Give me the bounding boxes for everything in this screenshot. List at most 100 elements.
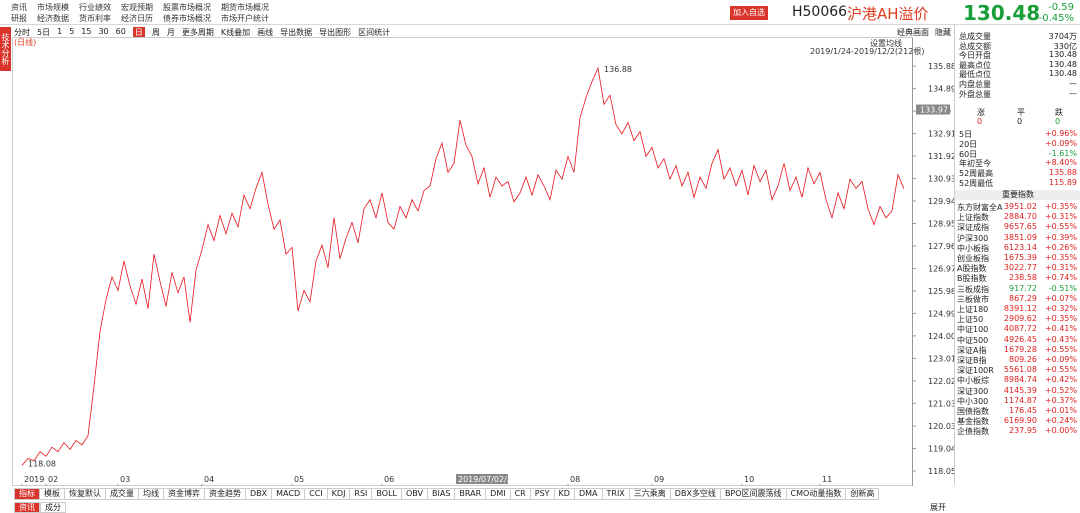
index-name: 国债指数	[957, 407, 989, 416]
index-change: +0.35%	[1044, 202, 1077, 211]
menu-item[interactable]: 资讯	[11, 3, 27, 12]
indicator-tab[interactable]: 资金博弈	[164, 488, 205, 500]
indicator-tab[interactable]: BOLL	[372, 488, 402, 500]
index-change: +0.43%	[1044, 334, 1077, 344]
expand-button[interactable]: 展开	[930, 503, 946, 512]
index-change: +0.42%	[1044, 375, 1077, 385]
index-header: 重要指数	[955, 190, 1080, 200]
menu-item[interactable]: 市场规模	[37, 3, 69, 12]
toolbar-item[interactable]: 经典画面	[897, 28, 929, 37]
indicator-tab[interactable]: DMI	[486, 488, 511, 500]
index-name: 深证成指	[957, 223, 989, 233]
indicator-tab[interactable]: 指标	[14, 488, 40, 500]
indicator-tab[interactable]: PSY	[530, 488, 555, 500]
cursor-x-box	[456, 474, 508, 484]
stat-value: —	[1069, 79, 1077, 88]
change-pct: -0.45%	[1038, 13, 1074, 24]
menu-item[interactable]: 期货市场概况	[221, 3, 269, 12]
indicator-tab[interactable]: CMO动量指数	[786, 488, 847, 500]
low-label: 118.08	[28, 459, 56, 468]
menu-item[interactable]: 股票市场概况	[163, 3, 211, 12]
x-tick-label: 02	[48, 475, 58, 484]
index-name: 企债指数	[957, 427, 989, 437]
index-name: 深证B指	[957, 356, 987, 365]
indicator-tab[interactable]: 资金趋势	[205, 488, 246, 500]
breadth-value: 0	[1017, 117, 1023, 126]
x-tick-label: 09	[654, 475, 664, 484]
indicator-tab[interactable]: BPO区间震荡线	[720, 488, 787, 500]
index-value: 5561.08	[1003, 365, 1037, 375]
menu-item[interactable]: 市场开户统计	[221, 14, 269, 23]
x-tick-label: 04	[204, 475, 214, 484]
toolbar-item[interactable]: 5日	[37, 28, 51, 37]
x-tick-label: 08	[570, 475, 580, 484]
menu-item[interactable]: 宏观预期	[121, 3, 153, 12]
toolbar-item[interactable]: 1	[57, 27, 63, 36]
bottom-tab[interactable]: 资讯	[14, 502, 40, 513]
index-value: 809.26	[1009, 355, 1037, 364]
indicator-tab[interactable]: RSI	[350, 488, 373, 500]
toolbar-item[interactable]: K线叠加	[220, 28, 251, 37]
toolbar-right: 经典画面 隐藏	[897, 27, 951, 38]
menu-item[interactable]: 经济数据	[37, 14, 69, 23]
bottom-tab[interactable]: 成分	[40, 502, 66, 513]
indicator-tab[interactable]: BIAS	[428, 488, 456, 500]
menu-item[interactable]: 行业绩效	[79, 3, 111, 12]
y-tick-label: 126.97	[928, 264, 954, 273]
cursor-y-box	[916, 104, 950, 115]
breadth-label: 跌	[1055, 108, 1063, 117]
indicator-tab[interactable]: BRAR	[455, 488, 487, 500]
indicator-tab[interactable]: DBX多空线	[670, 488, 721, 500]
toolbar-item[interactable]: 画线	[257, 28, 274, 37]
toolbar-item[interactable]: 日	[132, 27, 145, 38]
indicator-tab[interactable]: DMA	[574, 488, 603, 500]
toolbar: 分时 5日 1 5 15 30 60 日周月更多周期 K线叠加 画线 导出数据 导出图形 区间统计	[14, 27, 390, 38]
indicator-tab[interactable]: 成交量	[106, 488, 139, 500]
indicator-tab[interactable]: MACD	[272, 488, 306, 500]
indicator-tab[interactable]: OBV	[401, 488, 428, 500]
indicator-tab[interactable]: 均线	[139, 488, 164, 500]
menu-item[interactable]: 研报	[11, 14, 27, 23]
toolbar-item[interactable]: 月	[166, 28, 175, 37]
menu-item[interactable]: 货币利率	[79, 14, 111, 23]
indicator-tab[interactable]: TRIX	[602, 488, 630, 500]
indicator-tab[interactable]: 模板	[40, 488, 65, 500]
indicator-tab[interactable]: KDJ	[327, 488, 351, 500]
index-change: +0.39%	[1044, 232, 1077, 242]
index-name: B股指数	[957, 274, 987, 284]
divider	[0, 24, 1080, 25]
security-name: 沪港AH溢价	[847, 5, 929, 23]
toolbar-item[interactable]: 15	[81, 27, 92, 36]
bottom-tabs: 资讯 成分	[14, 502, 66, 513]
toolbar-item[interactable]: 区间统计	[358, 28, 391, 37]
toolbar-item[interactable]: 导出图形	[319, 28, 352, 37]
indicator-tab[interactable]: CCI	[305, 488, 328, 500]
perf-label: 60日	[959, 149, 978, 159]
toolbar-item[interactable]: 30	[98, 27, 109, 36]
add-favorite-button[interactable]: 加入自选	[730, 6, 768, 20]
indicator-tab[interactable]: KD	[554, 488, 575, 500]
y-tick-label: 119.04	[928, 445, 954, 454]
toolbar-item[interactable]: 导出数据	[280, 28, 313, 37]
menu-item[interactable]: 经济日历	[121, 14, 153, 23]
indicator-tab[interactable]: 三六乘离	[629, 488, 671, 500]
toolbar-item[interactable]: 分时	[14, 28, 30, 37]
index-value: 6169.90	[1003, 416, 1037, 426]
index-value: 1679.28	[1003, 344, 1037, 354]
toolbar-item[interactable]: 隐藏	[935, 28, 951, 37]
indicator-tab[interactable]: 创新高	[846, 488, 880, 500]
indicator-tab[interactable]: 恢复默认	[65, 488, 106, 500]
side-tab[interactable]: 技术分析	[0, 27, 11, 71]
toolbar-item[interactable]: 周	[151, 28, 160, 37]
toolbar-item[interactable]: 5	[69, 27, 75, 36]
perf-label: 52周最高	[959, 169, 994, 179]
menu-item[interactable]: 债券市场概况	[163, 14, 211, 23]
index-name: A股指数	[957, 264, 987, 274]
stat-label: 总成交量	[959, 32, 991, 41]
index-value: 1174.87	[1003, 395, 1037, 405]
indicator-tab[interactable]: DBX	[246, 488, 273, 500]
index-change: +0.52%	[1044, 385, 1077, 395]
toolbar-item[interactable]: 更多周期	[181, 28, 214, 37]
toolbar-item[interactable]: 60	[115, 27, 126, 36]
indicator-tab[interactable]: CR	[510, 488, 531, 500]
